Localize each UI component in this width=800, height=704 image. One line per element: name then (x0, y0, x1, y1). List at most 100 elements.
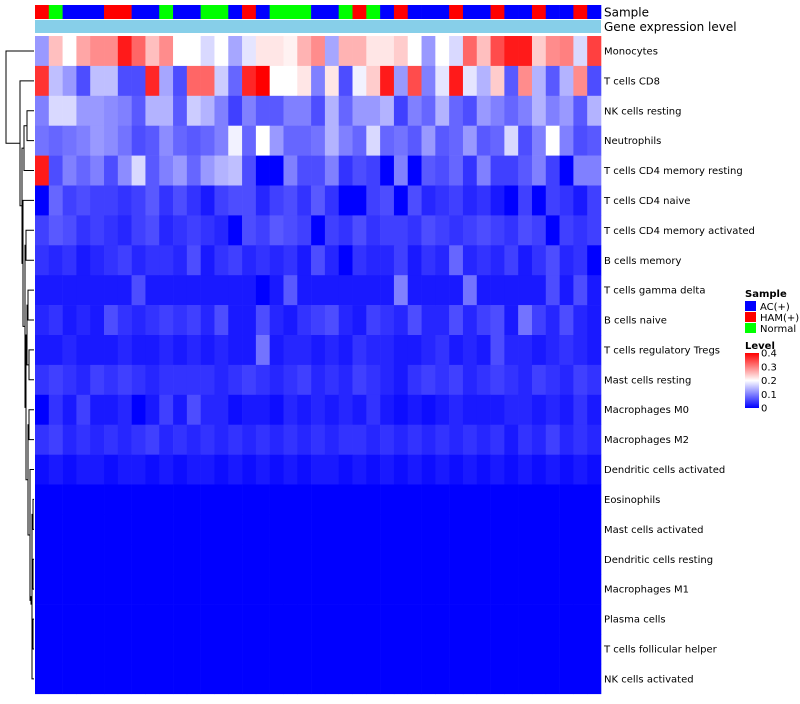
heatmap-cell (145, 155, 160, 186)
heatmap-cell (283, 634, 298, 665)
heatmap-cell (145, 95, 160, 126)
heatmap-cell (159, 514, 174, 545)
heatmap-cell (283, 65, 298, 97)
heatmap-cell (104, 305, 119, 336)
heatmap-cell (476, 125, 491, 156)
heatmap-cell (587, 663, 602, 695)
heatmap-cell (518, 634, 533, 665)
heatmap-cell (228, 335, 243, 366)
heatmap-cell (104, 634, 119, 665)
heatmap-cell (283, 185, 298, 216)
heatmap-cell (587, 95, 602, 126)
heatmap-cell (145, 185, 160, 216)
heatmap-cell (173, 95, 188, 126)
heatmap-cell (504, 305, 519, 336)
heatmap-cell (173, 36, 188, 67)
heatmap-cell (352, 364, 367, 396)
sample-annotation-cell (393, 5, 409, 19)
heatmap-cell (531, 634, 547, 665)
heatmap-cell (587, 305, 602, 336)
heatmap-cell (407, 125, 422, 156)
heatmap-cell (407, 574, 422, 605)
heatmap-cell (366, 364, 381, 396)
heatmap-cell (490, 634, 505, 665)
heatmap-cell (393, 544, 409, 575)
heatmap-cell (324, 36, 339, 67)
heatmap-cell (62, 305, 77, 336)
heatmap-cell (200, 335, 215, 366)
heatmap-cell (393, 275, 409, 306)
heatmap-cell (380, 215, 395, 246)
heatmap-cell (62, 215, 77, 246)
heatmap-cell (435, 604, 450, 635)
heatmap-cell (214, 215, 229, 246)
heatmap-cell (76, 634, 91, 665)
heatmap-cell (311, 65, 326, 97)
heatmap-cell (504, 36, 519, 67)
heatmap-cell (62, 364, 77, 396)
heatmap-cell (255, 245, 270, 276)
heatmap-cell (380, 95, 395, 126)
heatmap-cell (545, 155, 560, 186)
heatmap-cell (421, 155, 436, 186)
heatmap-cell (338, 544, 353, 575)
heatmap-cell (449, 245, 464, 276)
heatmap-cell (145, 364, 160, 396)
heatmap-cell (242, 155, 257, 186)
heatmap-cell (173, 185, 188, 216)
heatmap-cell (283, 484, 298, 515)
heatmap-cell (531, 604, 547, 635)
heatmap-cell (407, 454, 422, 485)
heatmap-cell (518, 484, 533, 515)
heatmap-cell (531, 215, 547, 246)
heatmap-cell (131, 663, 146, 695)
heatmap-cell (90, 155, 105, 186)
heatmap-cell (490, 454, 505, 485)
heatmap-cell (490, 604, 505, 635)
heatmap-cell (380, 424, 395, 455)
row-label: B cells naive (604, 316, 667, 327)
heatmap-cell (476, 364, 491, 396)
sample-annotation-cell (324, 5, 339, 19)
row-label: NK cells activated (604, 674, 694, 685)
heatmap-cell (504, 335, 519, 366)
heatmap-cell (518, 663, 533, 695)
heatmap-cell (573, 364, 588, 396)
legend-sample-title: Sample (745, 289, 787, 300)
heatmap-cell (462, 394, 478, 425)
heatmap-cell (421, 364, 436, 396)
heatmap-cell (131, 544, 146, 575)
row-label: T cells follicular helper (603, 645, 718, 656)
heatmap-cell (297, 36, 312, 67)
heatmap-cell (531, 245, 547, 276)
heatmap-cell (173, 245, 188, 276)
heatmap-cell (449, 663, 464, 695)
heatmap-cell (476, 634, 491, 665)
sample-annotation-cell (421, 5, 436, 19)
dendrogram-branch (28, 409, 34, 441)
heatmap-cell (214, 65, 229, 97)
heatmap-cell (462, 424, 478, 455)
heatmap-cell (62, 275, 77, 306)
dendrogram-branch (26, 110, 34, 142)
heatmap-cell (587, 245, 602, 276)
heatmap-cell (531, 185, 547, 216)
heatmap-cell (159, 275, 174, 306)
heatmap-cell (117, 245, 132, 276)
sample-annotation-cell (269, 5, 284, 19)
heatmap-cell (380, 364, 395, 396)
heatmap-cell (545, 245, 560, 276)
heatmap-cell (338, 364, 353, 396)
heatmap-cell (407, 185, 422, 216)
heatmap-cell (311, 185, 326, 216)
heatmap-cell (90, 215, 105, 246)
heatmap-cell (117, 364, 132, 396)
heatmap-cell (338, 394, 353, 425)
heatmap-cell (48, 65, 63, 97)
heatmap-cell (242, 454, 257, 485)
heatmap-cell (338, 484, 353, 515)
heatmap-cell (559, 544, 574, 575)
heatmap-cell (173, 364, 188, 396)
heatmap-cell (380, 335, 395, 366)
heatmap-cell (449, 544, 464, 575)
